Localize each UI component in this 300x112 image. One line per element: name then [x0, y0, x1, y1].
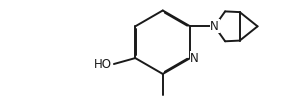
Text: HO: HO [94, 57, 112, 71]
Text: N: N [210, 20, 219, 33]
Text: N: N [190, 52, 199, 65]
